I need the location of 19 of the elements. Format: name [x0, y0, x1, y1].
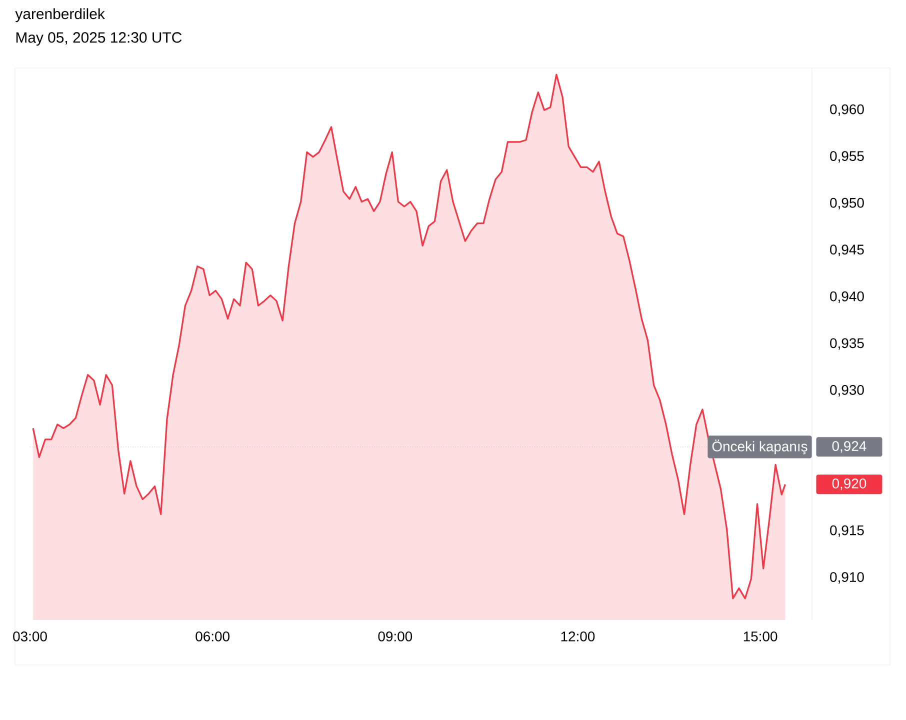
- x-tick-label: 15:00: [744, 631, 778, 642]
- y-tick-label: 0,940: [830, 291, 864, 303]
- chart-title: yarenberdilek: [15, 8, 105, 22]
- x-tick-label: 09:00: [378, 631, 412, 642]
- x-tick-label: 06:00: [196, 631, 230, 642]
- x-tick-label: 03:00: [13, 631, 47, 642]
- y-tick-label: 0,960: [830, 104, 864, 116]
- x-tick-label: 12:00: [561, 631, 595, 642]
- y-tick-label: 0,930: [830, 384, 864, 397]
- y-tick-label: 0,950: [830, 198, 864, 210]
- y-tick-label: 0,910: [830, 572, 864, 584]
- text: 0,924: [832, 441, 866, 453]
- y-tick-label: 0,955: [830, 151, 864, 163]
- y-tick-label: 0,915: [830, 525, 864, 537]
- ref-line-label: Önceki kapanış: [712, 440, 808, 454]
- chart-subtitle: May 05, 2025 12:30 UTC: [16, 32, 182, 46]
- y-tick-label: 0,935: [830, 338, 864, 350]
- text: 0,920: [832, 478, 866, 490]
- y-tick-label: 0,945: [830, 244, 864, 256]
